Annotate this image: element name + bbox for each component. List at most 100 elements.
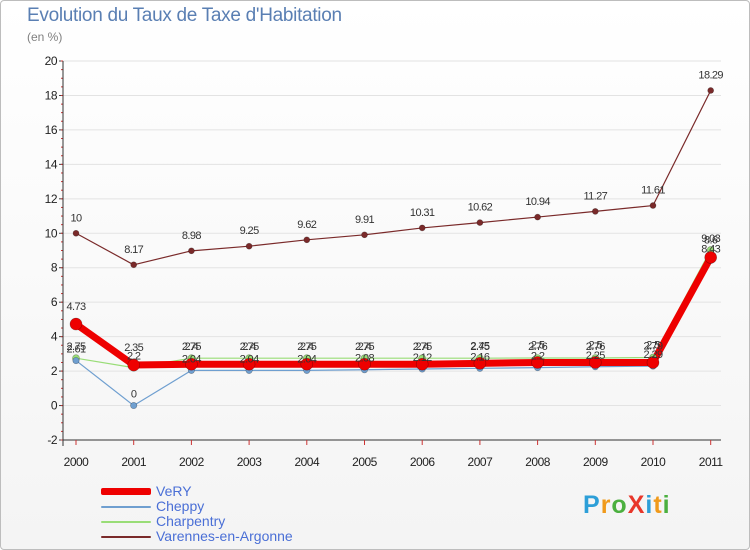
data-label-cheppy: 2.29 — [643, 349, 662, 361]
data-point-very — [69, 317, 83, 331]
x-tick-label: 2006 — [410, 455, 436, 469]
data-label-varennes-en-argonne: 18.29 — [698, 69, 723, 81]
legend-item-very[interactable]: VeRY — [101, 483, 341, 499]
logo-letter: t — [653, 491, 663, 519]
x-tick-label: 2004 — [294, 455, 320, 469]
data-point-varennes-en-argonne — [72, 229, 80, 237]
y-tick-label: 16 — [45, 123, 58, 137]
data-label-very: 2.4 — [185, 341, 199, 353]
legend-item-charpentry[interactable]: Charpentry — [101, 513, 341, 529]
data-point-varennes-en-argonne — [361, 231, 368, 239]
data-point-varennes-en-argonne — [649, 202, 657, 209]
series-line-charpentry — [75, 249, 712, 369]
legend-label-very: VeRY — [156, 483, 192, 499]
legend-item-cheppy[interactable]: Cheppy — [101, 498, 341, 514]
y-tick-label: 8 — [51, 261, 58, 275]
data-label-varennes-en-argonne: 11.61 — [641, 185, 665, 197]
data-label-cheppy: 0 — [131, 389, 137, 401]
data-label-very: 2.35 — [124, 342, 143, 354]
data-label-cheppy: 2.16 — [470, 351, 489, 363]
x-tick-label: 2009 — [583, 455, 609, 469]
legend-swatch-very — [101, 488, 151, 495]
x-tick-label: 2007 — [468, 455, 494, 469]
data-label-very: 2.5 — [646, 339, 660, 351]
x-tick-label: 2010 — [641, 455, 667, 469]
data-point-cheppy — [130, 402, 138, 410]
logo-letter: i — [662, 491, 671, 519]
data-label-varennes-en-argonne: 8.98 — [182, 230, 201, 242]
data-label-cheppy: 2.25 — [586, 350, 605, 362]
legend-swatch-charpentry — [101, 521, 151, 523]
data-label-charpentry: 2.75 — [182, 341, 201, 353]
x-tick-label: 2003 — [237, 455, 263, 469]
x-tick-label: 2005 — [352, 455, 378, 469]
data-label-varennes-en-argonne: 9.25 — [240, 225, 259, 237]
data-label-varennes-en-argonne: 9.91 — [355, 214, 374, 226]
data-label-very: 2.4 — [300, 341, 314, 353]
y-tick-label: -2 — [47, 433, 57, 447]
y-tick-label: 20 — [45, 54, 58, 68]
data-label-varennes-en-argonne: 10.94 — [525, 196, 550, 208]
legend: VeRY Cheppy Charpentry Varennes-en-Argon… — [101, 483, 341, 544]
data-label-cheppy: 2.08 — [355, 353, 374, 365]
data-label-very: 8.6 — [704, 234, 718, 246]
data-points — [69, 87, 718, 410]
data-point-very — [531, 356, 544, 369]
y-tick-label: 12 — [45, 192, 58, 206]
y-tick-label: 2 — [51, 364, 58, 378]
y-tick-label: 14 — [45, 157, 58, 171]
logo-letter: o — [611, 491, 628, 519]
data-label-charpentry: 2.75 — [470, 341, 489, 353]
proxiti-logo: ProXiti — [583, 491, 671, 520]
data-point-varennes-en-argonne — [476, 219, 484, 226]
data-point-varennes-en-argonne — [591, 208, 599, 215]
data-label-cheppy: 2.12 — [413, 352, 432, 364]
y-tick-label: 6 — [51, 295, 58, 309]
data-point-very — [646, 356, 660, 369]
y-tick-label: 18 — [45, 88, 58, 102]
data-label-charpentry: 2.79 — [643, 340, 662, 352]
data-label-cheppy: 2.04 — [182, 353, 201, 365]
data-label-varennes-en-argonne: 9.62 — [297, 219, 316, 231]
data-label-very: 2.45 — [470, 340, 489, 352]
legend-swatch-cheppy — [101, 506, 151, 508]
data-label-charpentry: 2.76 — [586, 341, 605, 353]
data-point-very — [185, 357, 198, 371]
data-point-very — [473, 357, 487, 370]
data-point-cheppy — [72, 357, 80, 365]
x-tick-label: 2000 — [64, 455, 90, 469]
legend-label-varennes-en-argonne: Varennes-en-Argonne — [156, 528, 293, 544]
data-label-cheppy: 2.04 — [240, 353, 259, 365]
data-label-cheppy: 2.04 — [297, 353, 316, 365]
series-line-cheppy — [75, 259, 712, 407]
data-label-very: 2.4 — [242, 341, 256, 353]
data-label-cheppy: 2.61 — [66, 344, 85, 356]
chart-subtitle: (en %) — [27, 30, 63, 44]
data-point-varennes-en-argonne — [418, 224, 426, 232]
data-label-charpentry: 2.75 — [297, 341, 316, 353]
legend-item-varennes-en-argonne[interactable]: Varennes-en-Argonne — [101, 528, 341, 544]
axes: -2 0 2 4 6 8 10 12 14 16 18 20 2000 2001 2002 2003 2004 2… — [45, 54, 724, 469]
data-label-charpentry: 2.2 — [127, 351, 141, 363]
data-label-charpentry: 2.75 — [355, 341, 374, 353]
series-line-very — [72, 253, 715, 369]
data-label-varennes-en-argonne: 8.17 — [124, 244, 143, 256]
data-label-varennes-en-argonne: 10.62 — [468, 202, 493, 214]
data-label-very: 2.5 — [589, 339, 603, 351]
x-tick-label: 2002 — [179, 455, 205, 469]
data-point-varennes-en-argonne — [707, 87, 715, 94]
y-tick-label: 4 — [51, 330, 58, 344]
data-label-charpentry: 2.75 — [66, 341, 85, 353]
data-point-varennes-en-argonne — [188, 247, 195, 255]
data-label-very: 4.73 — [66, 301, 85, 313]
x-tick-label: 2011 — [699, 455, 724, 469]
legend-swatch-varennes-en-argonne — [101, 536, 151, 538]
data-labels: 10 8.17 8.98 9.25 9.62 9.91 10.31 10.62 10.94 11.… — [66, 69, 724, 401]
data-point-very — [242, 357, 256, 371]
legend-label-charpentry: Charpentry — [156, 513, 226, 529]
data-label-very: 2.4 — [358, 341, 372, 353]
data-label-charpentry: 2.75 — [413, 341, 432, 353]
data-point-varennes-en-argonne — [245, 242, 253, 250]
x-tick-label: 2001 — [121, 455, 147, 469]
data-label-charpentry: 9.03 — [701, 233, 720, 245]
